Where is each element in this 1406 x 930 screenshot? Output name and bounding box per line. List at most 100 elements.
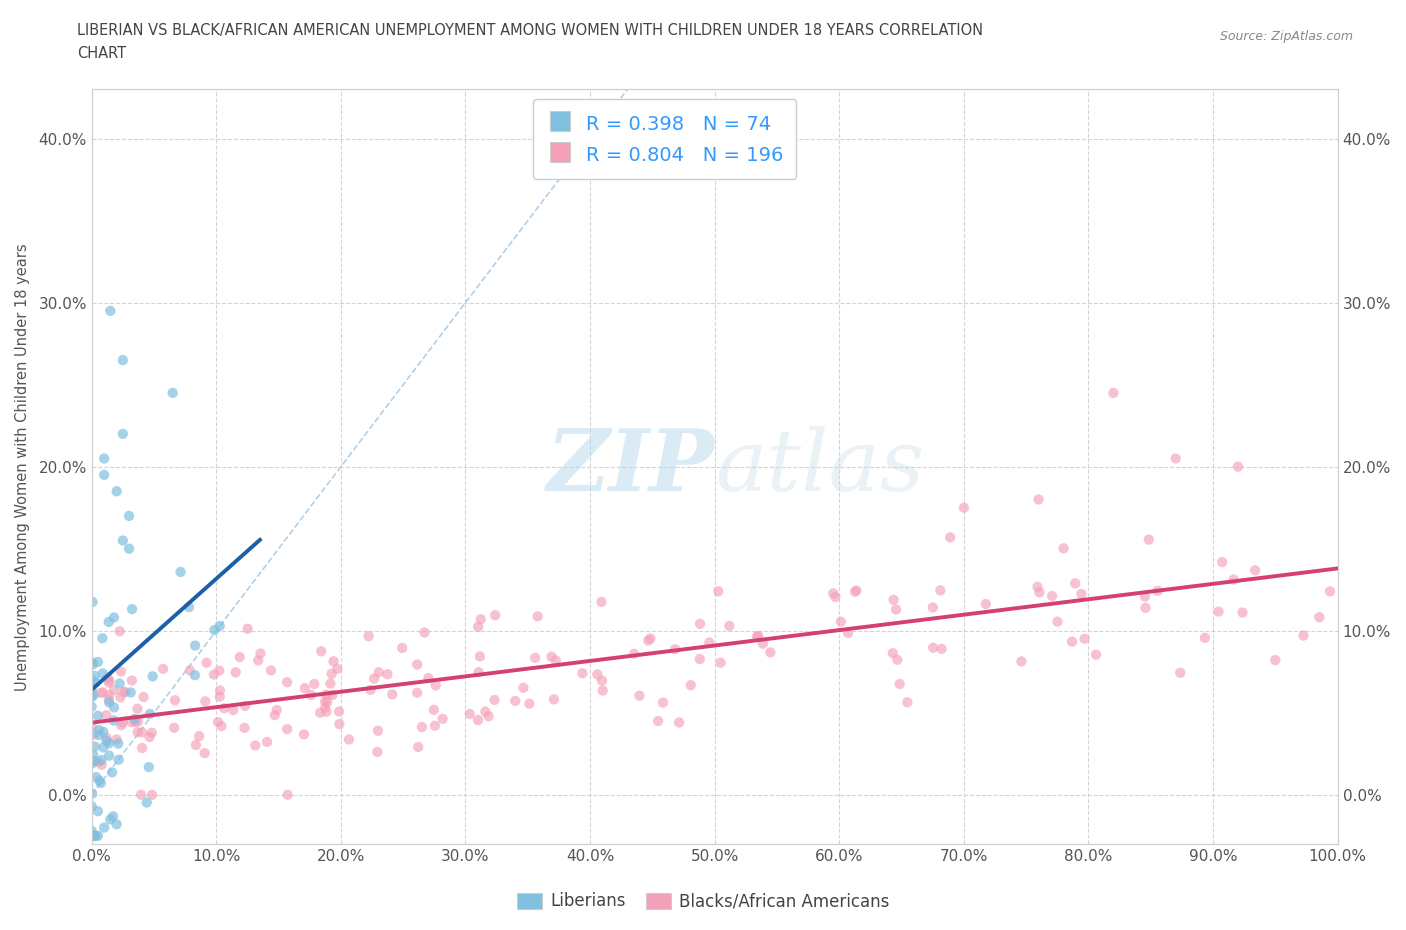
Point <box>540 649 562 664</box>
Point <box>184 638 207 653</box>
Point <box>823 586 845 601</box>
Point <box>844 584 866 599</box>
Point <box>328 717 350 732</box>
Point <box>80 655 103 670</box>
Point <box>314 694 336 709</box>
Point <box>138 760 160 775</box>
Point <box>745 629 768 644</box>
Point <box>87 727 110 742</box>
Point <box>543 692 565 707</box>
Legend: R = 0.398   N = 74, R = 0.804   N = 196: R = 0.398 N = 74, R = 0.804 N = 196 <box>533 99 796 179</box>
Point <box>108 676 131 691</box>
Point <box>97 675 120 690</box>
Point <box>163 693 186 708</box>
Point <box>249 646 271 661</box>
Point <box>824 590 846 604</box>
Point <box>207 714 229 729</box>
Point <box>263 708 285 723</box>
Point <box>524 650 547 665</box>
Point <box>1028 585 1050 600</box>
Point <box>652 696 675 711</box>
Point <box>208 689 231 704</box>
Text: Source: ZipAtlas.com: Source: ZipAtlas.com <box>1219 30 1353 43</box>
Point <box>96 708 118 723</box>
Point <box>111 427 134 442</box>
Point <box>458 707 481 722</box>
Point <box>101 809 124 824</box>
Point <box>314 700 336 715</box>
Point <box>299 687 322 702</box>
Point <box>883 592 905 607</box>
Point <box>138 729 160 744</box>
Point <box>91 631 114 645</box>
Point <box>163 721 186 736</box>
Point <box>177 600 200 615</box>
Point <box>111 533 134 548</box>
Point <box>377 667 399 682</box>
Point <box>103 683 125 698</box>
Point <box>97 615 120 630</box>
Point <box>707 584 730 599</box>
Point <box>90 685 112 700</box>
Point <box>179 663 201 678</box>
Point <box>114 684 136 699</box>
Point <box>1264 653 1286 668</box>
Point <box>91 740 114 755</box>
Point <box>209 719 232 734</box>
Point <box>931 642 953 657</box>
Point <box>236 621 259 636</box>
Point <box>98 736 121 751</box>
Point <box>260 663 283 678</box>
Point <box>647 713 669 728</box>
Point <box>304 676 326 691</box>
Point <box>80 689 103 704</box>
Point <box>266 702 288 717</box>
Point <box>309 705 332 720</box>
Point <box>406 685 429 700</box>
Point <box>294 681 316 696</box>
Point <box>91 724 114 739</box>
Point <box>360 683 382 698</box>
Point <box>1146 583 1168 598</box>
Point <box>1194 631 1216 645</box>
Point <box>124 714 146 729</box>
Point <box>367 665 389 680</box>
Point <box>90 752 112 767</box>
Point <box>664 642 686 657</box>
Text: atlas: atlas <box>714 425 924 508</box>
Point <box>1222 572 1244 587</box>
Point <box>247 653 270 668</box>
Point <box>668 715 690 730</box>
Point <box>208 618 231 633</box>
Point <box>759 644 782 659</box>
Point <box>110 718 132 733</box>
Point <box>544 653 567 668</box>
Point <box>1164 451 1187 466</box>
Point <box>571 666 593 681</box>
Point <box>467 665 489 680</box>
Point <box>89 773 111 788</box>
Point <box>484 607 506 622</box>
Point <box>837 625 859 640</box>
Point <box>105 732 128 747</box>
Point <box>953 500 976 515</box>
Point <box>592 684 614 698</box>
Point <box>478 709 501 724</box>
Point <box>139 707 162 722</box>
Point <box>98 673 121 688</box>
Point <box>169 565 191 579</box>
Point <box>882 645 904 660</box>
Point <box>100 812 122 827</box>
Point <box>83 829 105 844</box>
Point <box>233 721 256 736</box>
Point <box>830 614 852 629</box>
Point <box>1137 532 1160 547</box>
Point <box>637 633 659 648</box>
Point <box>208 683 231 698</box>
Point <box>83 739 105 754</box>
Point <box>316 695 339 710</box>
Point <box>84 770 107 785</box>
Text: LIBERIAN VS BLACK/AFRICAN AMERICAN UNEMPLOYMENT AMONG WOMEN WITH CHILDREN UNDER : LIBERIAN VS BLACK/AFRICAN AMERICAN UNEMP… <box>77 23 983 38</box>
Text: ZIP: ZIP <box>547 425 714 509</box>
Point <box>80 756 103 771</box>
